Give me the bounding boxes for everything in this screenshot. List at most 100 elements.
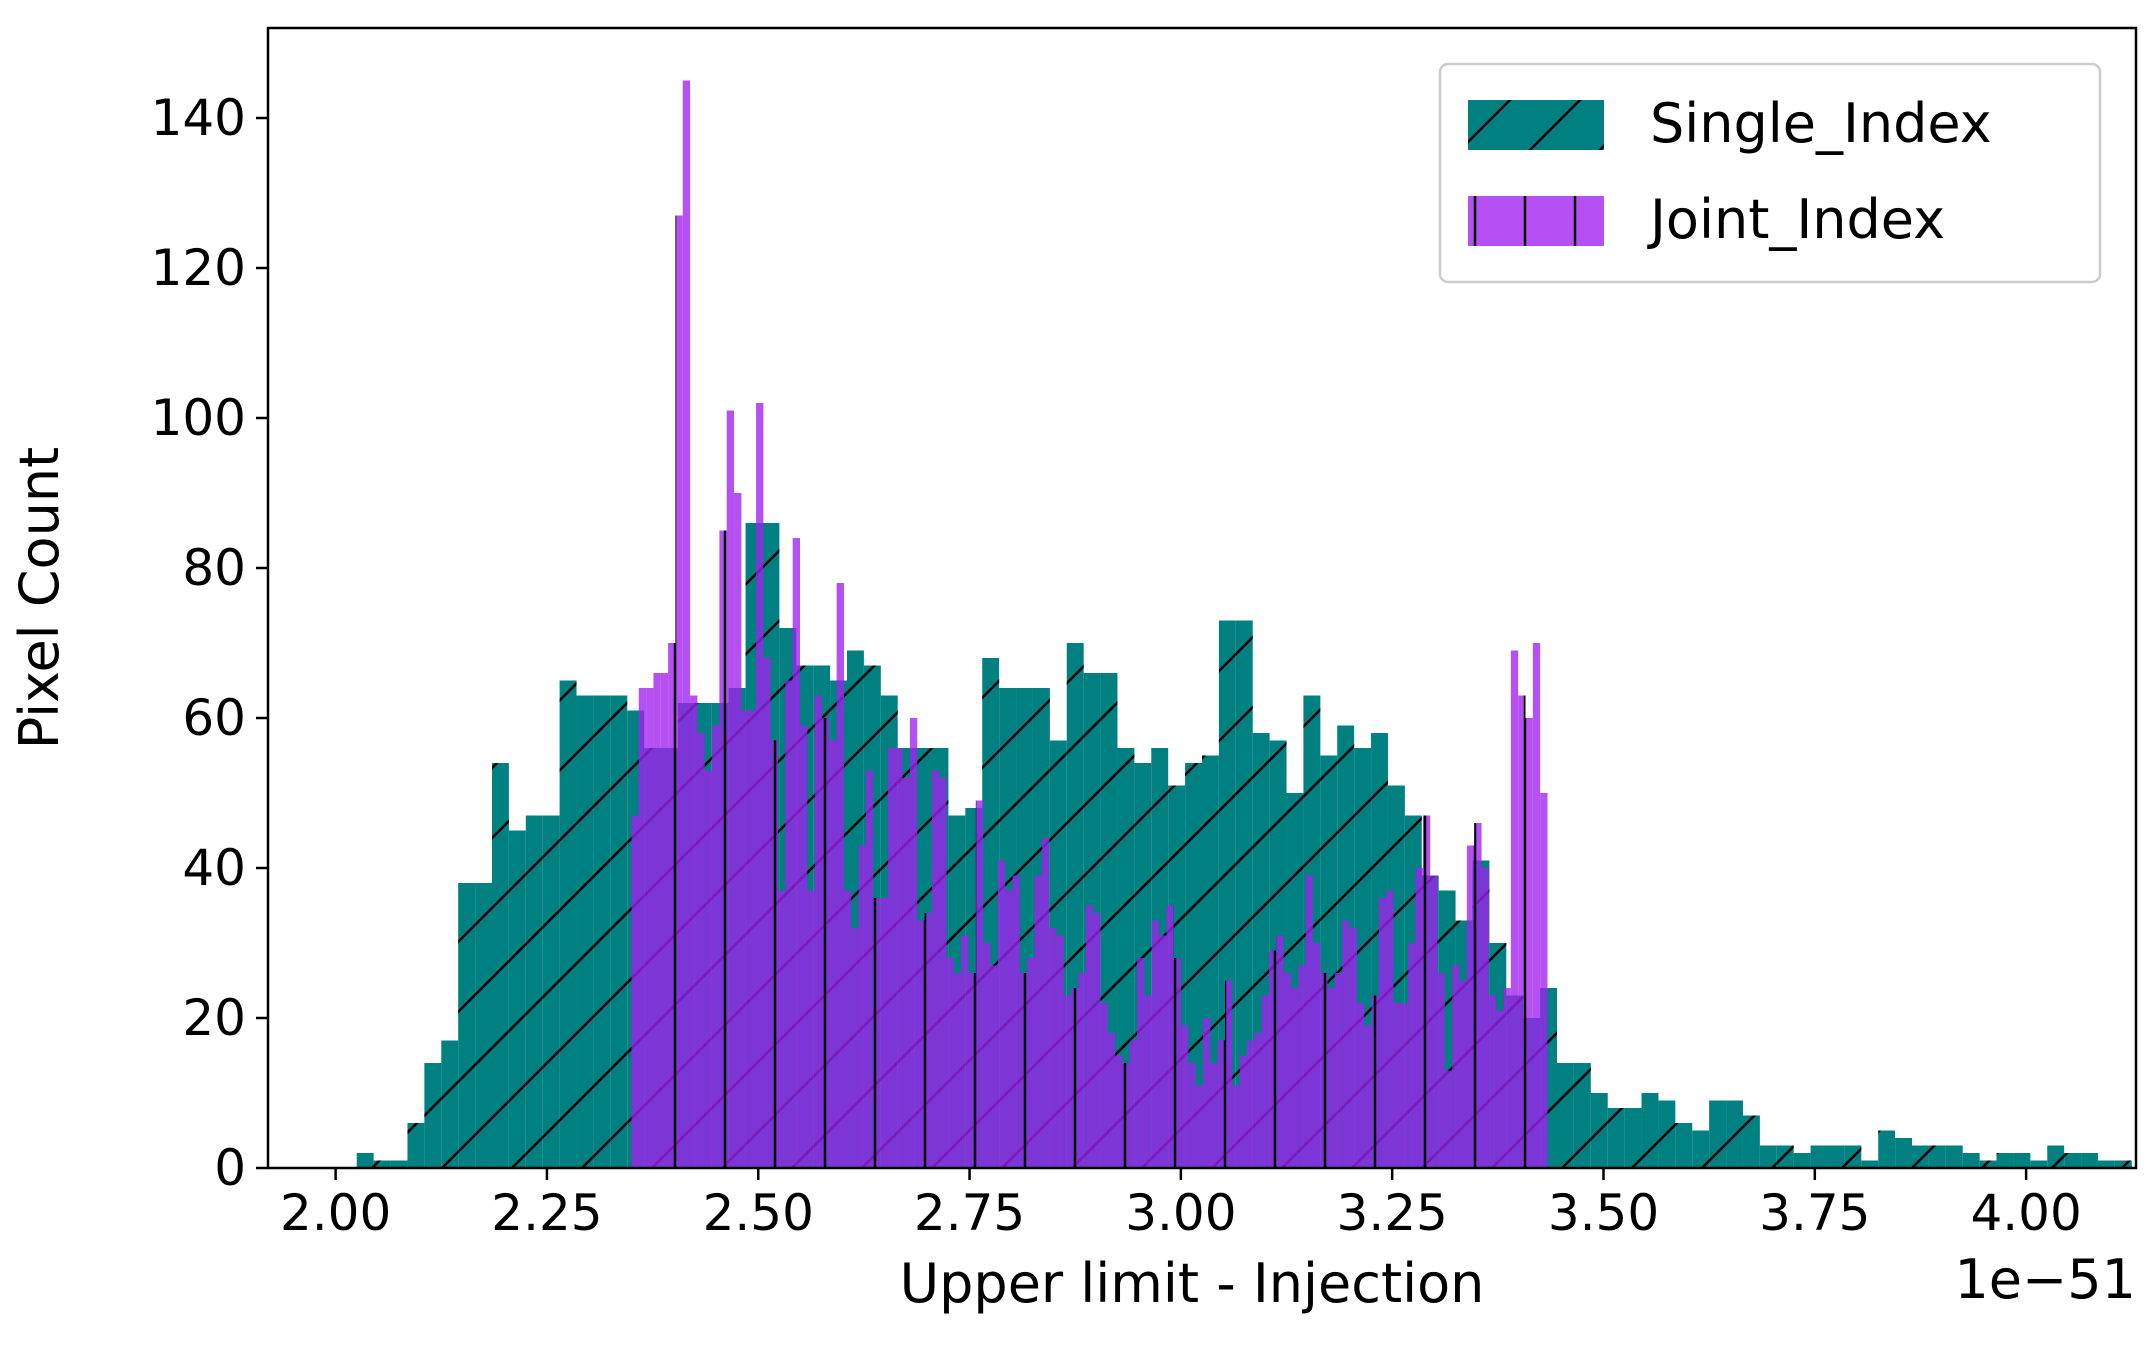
bar-hatch <box>1342 920 1350 1168</box>
bar-hatch <box>1378 898 1387 1168</box>
bar-hatch <box>1844 1145 1862 1168</box>
bar-hatch <box>1895 1138 1913 1168</box>
bar-hatch <box>1232 1085 1240 1168</box>
bar-hatch <box>1540 793 1548 1168</box>
bar-hatch <box>697 733 705 1168</box>
bar-hatch <box>748 710 757 1168</box>
x-tick-label: 3.00 <box>1125 1184 1236 1242</box>
y-tick-label: 20 <box>182 989 246 1047</box>
bar-hatch <box>1071 988 1079 1168</box>
bar-hatch <box>1027 958 1035 1168</box>
bar-hatch <box>1254 1033 1262 1168</box>
bar-hatch <box>1173 958 1182 1168</box>
bar-hatch <box>1928 1145 1946 1168</box>
bar-hatch <box>1012 875 1020 1168</box>
bar-hatch <box>1430 875 1438 1168</box>
bar-hatch <box>734 493 742 1168</box>
bar-hatch <box>2030 1160 2048 1168</box>
bar-hatch <box>1056 935 1064 1168</box>
bar-hatch <box>1115 1055 1123 1168</box>
bar-hatch <box>458 883 476 1168</box>
bar-hatch <box>373 1160 391 1168</box>
bar-hatch <box>441 1040 459 1168</box>
bar-hatch <box>1408 943 1416 1168</box>
bar-hatch <box>1305 875 1313 1168</box>
bar-hatch <box>756 403 764 1168</box>
bar-hatch <box>968 973 976 1168</box>
bar-hatch <box>836 583 844 1168</box>
bar-hatch <box>1225 980 1233 1168</box>
bar-hatch <box>1945 1145 1963 1168</box>
bar-hatch <box>1019 973 1028 1168</box>
bar-hatch <box>1437 973 1445 1168</box>
bar-hatch <box>1422 815 1431 1168</box>
bar-hatch <box>902 778 910 1168</box>
plot-frame <box>266 26 2138 1170</box>
bar-hatch <box>1137 958 1145 1168</box>
bar-hatch <box>1400 1003 1409 1168</box>
y-tick-label: 0 <box>214 1139 246 1197</box>
bar-hatch <box>690 695 698 1168</box>
bar-hatch <box>1726 1100 1743 1168</box>
bar-hatch <box>1151 920 1160 1168</box>
bar-hatch <box>895 748 903 1168</box>
bar-hatch <box>475 883 492 1168</box>
bar-hatch <box>1459 980 1467 1168</box>
bar-hatch <box>1239 1055 1248 1168</box>
bar-hatch <box>961 935 969 1168</box>
legend-label: Joint_Index <box>1647 188 1945 251</box>
bar-hatch <box>1166 905 1174 1168</box>
bar-hatch <box>1518 695 1526 1168</box>
x-tick-label: 3.50 <box>1548 1184 1659 1242</box>
bar-hatch <box>814 695 822 1168</box>
legend-label: Single_Index <box>1650 92 1992 155</box>
bar-hatch <box>610 695 628 1168</box>
bar-hatch <box>1759 1145 1777 1168</box>
bar-hatch <box>1144 995 1152 1168</box>
bar-hatch <box>390 1160 408 1168</box>
bar-hatch <box>990 965 998 1168</box>
bar-hatch <box>1532 643 1541 1168</box>
bar-hatch <box>1269 950 1277 1168</box>
bar-hatch <box>785 680 793 1168</box>
bar-hatch <box>1962 1153 1980 1168</box>
bar-hatch <box>1129 1040 1138 1168</box>
bar-hatch <box>1283 973 1292 1168</box>
bar-hatch <box>2081 1153 2098 1168</box>
bar-hatch <box>508 830 526 1168</box>
bar-hatch <box>2114 1160 2132 1168</box>
bar-hatch <box>576 695 594 1168</box>
bar-hatch <box>2047 1145 2065 1168</box>
bar-hatch <box>1861 1160 1879 1168</box>
bar-hatch <box>1386 890 1394 1168</box>
bar-hatch <box>1525 718 1533 1168</box>
y-tick-label: 120 <box>151 239 246 297</box>
bar-hatch <box>1107 1033 1116 1168</box>
bar-hatch <box>704 770 713 1168</box>
bar-hatch <box>653 673 661 1168</box>
bar-hatch <box>1776 1145 1794 1168</box>
bar-hatch <box>1810 1145 1828 1168</box>
bar-hatch <box>880 898 888 1168</box>
bar-hatch <box>1573 1063 1591 1168</box>
bar-hatch <box>1235 620 1253 1168</box>
bar-hatch <box>559 680 577 1168</box>
bar-hatch <box>821 718 830 1168</box>
bar-hatch <box>675 215 683 1168</box>
bar-hatch <box>631 815 639 1168</box>
series-joint-index <box>631 80 1548 1168</box>
bar-hatch <box>770 740 779 1168</box>
legend-entry-single-index: Single_Index <box>1468 92 1992 155</box>
bar-hatch <box>1709 1100 1727 1168</box>
x-tick-label: 2.75 <box>914 1184 1025 1242</box>
bar-hatch <box>1488 995 1497 1168</box>
bar-hatch <box>2064 1153 2082 1168</box>
bar-hatch <box>931 770 940 1168</box>
bar-hatch <box>865 770 874 1168</box>
bar-hatch <box>1912 1145 1929 1168</box>
bar-hatch <box>843 890 852 1168</box>
bar-hatch <box>792 538 801 1168</box>
bar-hatch <box>1188 1063 1196 1168</box>
legend-swatch-hatch <box>1468 196 1604 246</box>
